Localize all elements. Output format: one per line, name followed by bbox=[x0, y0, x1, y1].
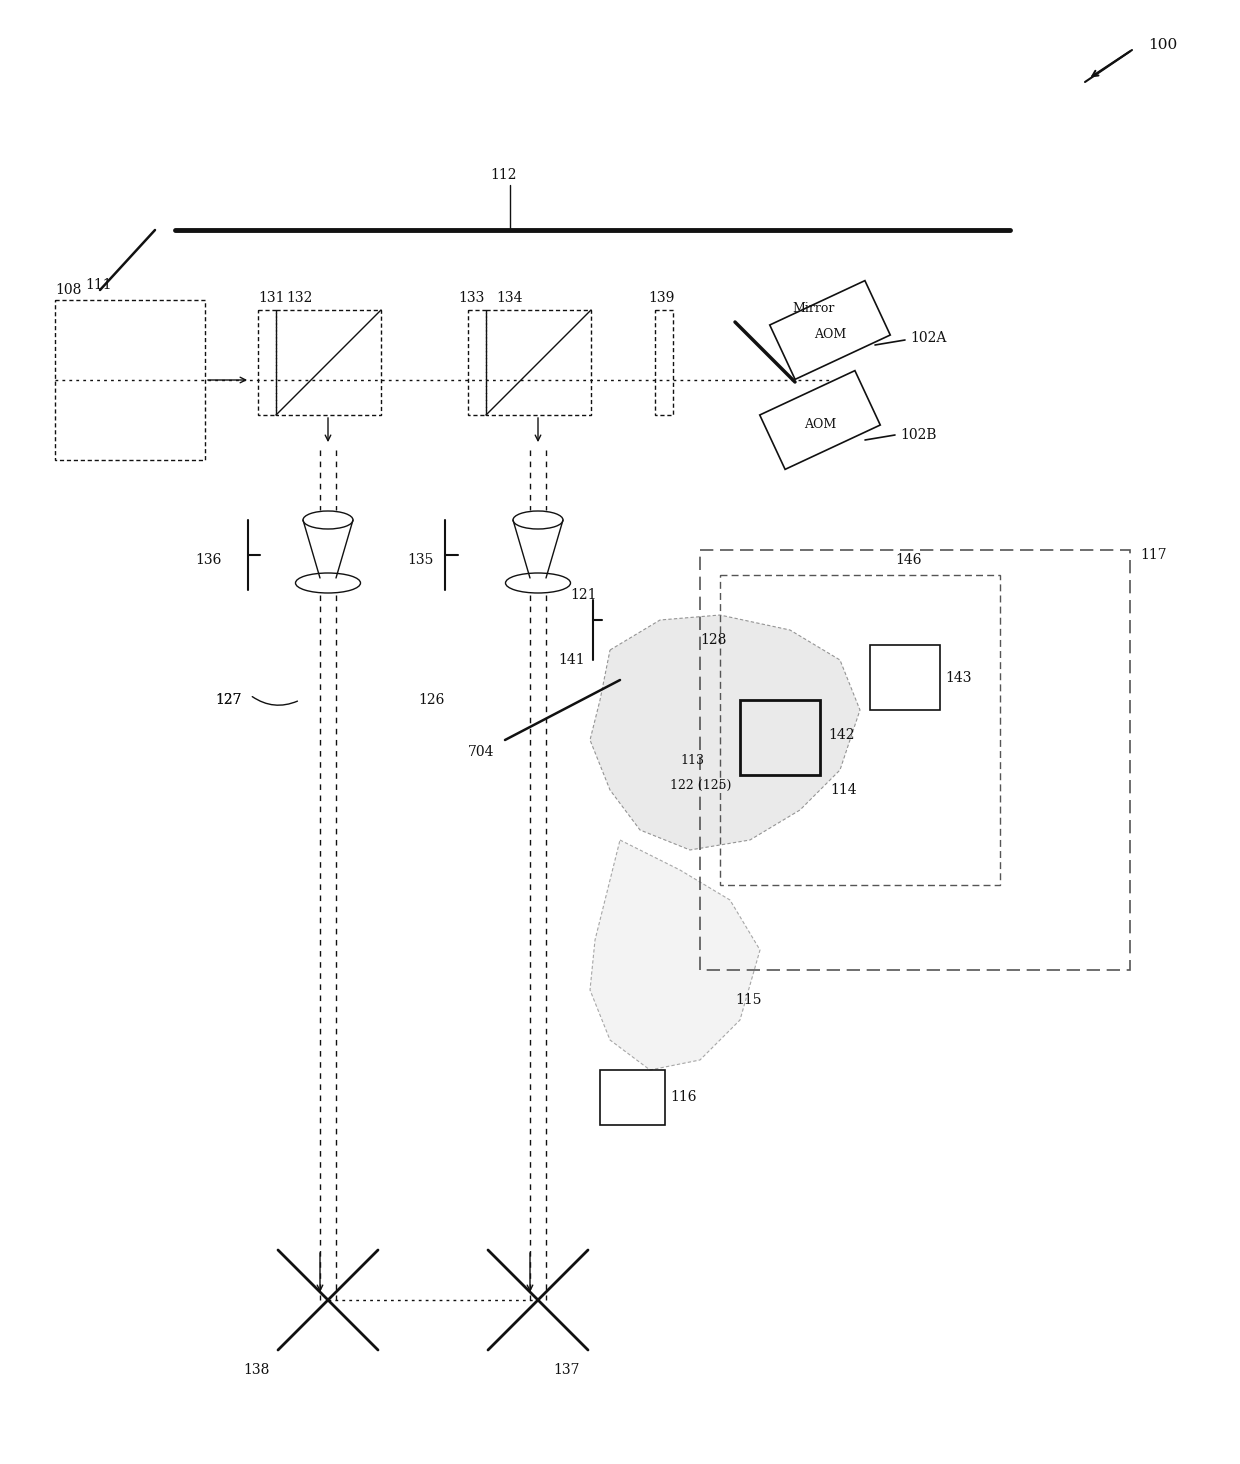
Ellipse shape bbox=[295, 572, 361, 593]
Text: 139: 139 bbox=[649, 291, 675, 305]
Text: 137: 137 bbox=[553, 1363, 579, 1378]
Text: 128: 128 bbox=[701, 632, 727, 647]
Polygon shape bbox=[760, 370, 880, 470]
Text: 116: 116 bbox=[670, 1091, 697, 1104]
Polygon shape bbox=[590, 615, 861, 851]
Text: 135: 135 bbox=[407, 553, 433, 567]
Text: 100: 100 bbox=[1148, 38, 1177, 53]
Text: 132: 132 bbox=[286, 291, 312, 305]
Text: 143: 143 bbox=[945, 671, 971, 685]
Text: AOM: AOM bbox=[813, 328, 846, 341]
Text: 127: 127 bbox=[215, 692, 242, 707]
Text: 108: 108 bbox=[55, 283, 82, 297]
Bar bbox=[277, 310, 381, 414]
Text: 133: 133 bbox=[458, 291, 485, 305]
Bar bbox=[720, 575, 999, 886]
Text: 134: 134 bbox=[496, 291, 522, 305]
Text: 146: 146 bbox=[895, 553, 921, 567]
Bar bbox=[740, 700, 820, 774]
Bar bbox=[870, 646, 940, 710]
Bar bbox=[600, 1070, 665, 1124]
Text: 131: 131 bbox=[258, 291, 284, 305]
Text: 138: 138 bbox=[243, 1363, 269, 1378]
Text: 117: 117 bbox=[1140, 548, 1167, 562]
Bar bbox=[701, 550, 1130, 971]
Bar bbox=[55, 300, 205, 460]
Text: 122 (125): 122 (125) bbox=[670, 779, 732, 792]
Bar bbox=[467, 310, 486, 414]
Bar bbox=[486, 310, 591, 414]
Text: 142: 142 bbox=[828, 728, 854, 742]
Text: AOM: AOM bbox=[804, 419, 836, 432]
Polygon shape bbox=[770, 281, 890, 379]
Polygon shape bbox=[590, 840, 760, 1070]
Ellipse shape bbox=[303, 511, 353, 529]
Bar bbox=[655, 310, 673, 414]
Text: 112: 112 bbox=[490, 168, 517, 182]
Text: 115: 115 bbox=[735, 993, 761, 1007]
Text: 111: 111 bbox=[86, 278, 112, 291]
Text: 102A: 102A bbox=[910, 331, 946, 346]
Text: 113: 113 bbox=[680, 754, 704, 767]
Text: 704: 704 bbox=[467, 745, 495, 758]
Text: 141: 141 bbox=[558, 653, 584, 668]
Text: 136: 136 bbox=[195, 553, 222, 567]
Text: 102B: 102B bbox=[900, 427, 936, 442]
Ellipse shape bbox=[506, 572, 570, 593]
Bar bbox=[258, 310, 277, 414]
Text: 121: 121 bbox=[570, 589, 596, 602]
Text: Mirror: Mirror bbox=[792, 302, 835, 315]
Text: 127: 127 bbox=[215, 692, 242, 707]
Text: 126: 126 bbox=[418, 692, 444, 707]
Ellipse shape bbox=[513, 511, 563, 529]
Text: 114: 114 bbox=[830, 783, 857, 796]
